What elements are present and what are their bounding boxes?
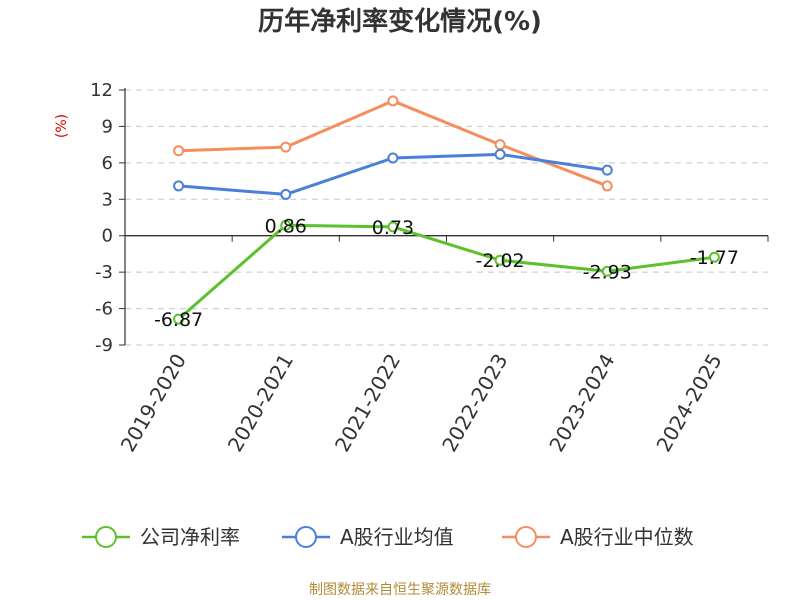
x-tick-label: 2021-2022 [330, 350, 405, 456]
data-label: -6.87 [154, 309, 203, 331]
data-point [601, 164, 613, 176]
series-line [177, 223, 715, 321]
chart-title: 历年净利率变化情况(%) [258, 6, 542, 37]
x-tick-label: 2023-2024 [544, 350, 619, 456]
data-point [280, 219, 292, 231]
y-tick-label: -3 [95, 262, 113, 283]
data-point [601, 265, 613, 277]
y-tick-labels: 12 9 6 3 0 -3 -6 -9 [90, 80, 113, 356]
data-label: 0.73 [372, 217, 414, 239]
data-point [387, 152, 399, 164]
data-point [494, 139, 506, 151]
y-tick-label: 9 [102, 116, 113, 137]
data-label: -1.77 [690, 247, 739, 269]
source-note: 制图数据来自恒生聚源数据库 [309, 582, 491, 598]
y-tick-label: 0 [102, 226, 113, 247]
data-point [173, 180, 185, 192]
data-point [280, 141, 292, 153]
legend-marker [95, 526, 117, 548]
y-tick-label: 12 [90, 80, 113, 101]
x-tick-label: 2019-2020 [116, 350, 191, 456]
legend-label: 公司净利率 [140, 525, 240, 549]
data-point [387, 95, 399, 107]
data-point [173, 145, 185, 157]
series-lines [173, 95, 720, 325]
legend: 公司净利率 A股行业均值 A股行业中位数 [82, 525, 694, 549]
data-label: -2.93 [583, 261, 632, 283]
data-point [387, 221, 399, 233]
data-labels: -6.87 0.86 0.73 -2.02 -2.93 -1.77 [154, 215, 739, 331]
data-point [280, 188, 292, 200]
y-tick-label: 3 [102, 189, 113, 210]
y-tick-label: 6 [102, 153, 113, 174]
data-point [173, 313, 185, 325]
legend-marker [295, 526, 317, 548]
x-tick-label: 2020-2021 [223, 350, 298, 456]
legend-marker [515, 526, 537, 548]
series-line [178, 99, 608, 188]
data-point [601, 180, 613, 192]
y-tick-label: -9 [95, 335, 113, 356]
data-point [494, 254, 506, 266]
grid-lines [125, 89, 768, 346]
legend-label: A股行业均值 [340, 525, 454, 549]
y-axis-unit: (%) [54, 114, 70, 138]
y-tick-label: -6 [95, 299, 113, 320]
x-tick-label: 2022-2023 [437, 350, 512, 456]
data-point [708, 251, 720, 263]
data-label: -2.02 [475, 250, 524, 272]
legend-label: A股行业中位数 [560, 525, 694, 549]
axes [119, 88, 769, 346]
data-label: 0.86 [265, 215, 307, 237]
x-tick-label: 2024-2025 [651, 350, 726, 456]
data-point [494, 148, 506, 160]
x-tick-labels: 2019-2020 2020-2021 2021-2022 2022-2023 2023… [116, 350, 727, 456]
